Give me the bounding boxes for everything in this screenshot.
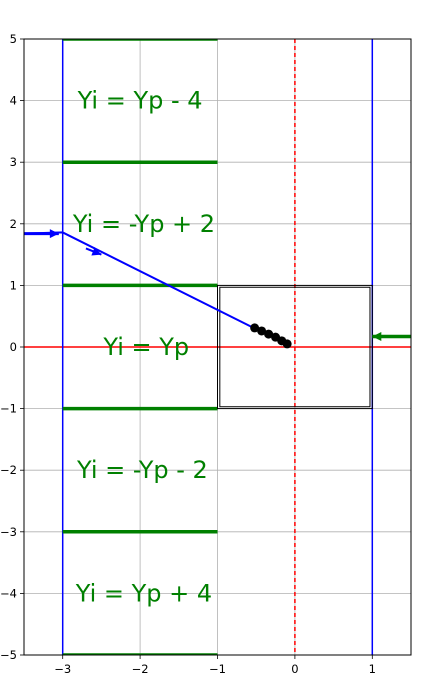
data-point [282, 339, 292, 349]
y-tick-label: 0 [10, 340, 17, 354]
x-tick-label: 1 [369, 662, 376, 676]
x-tick-label: −1 [209, 662, 226, 676]
inner-box [219, 286, 371, 408]
y-tick-label: −3 [0, 525, 17, 539]
ray-direction-arrow-head [91, 247, 102, 256]
y-tick-label: 5 [10, 32, 17, 46]
ray-line [24, 231, 253, 329]
outer-box [217, 284, 373, 410]
green-arrow-head [372, 332, 382, 342]
y-tick-label: −5 [0, 648, 17, 662]
y-tick-label: −1 [0, 402, 17, 416]
data-point [264, 329, 274, 339]
x-tick-label: 0 [291, 662, 298, 676]
y-tick-label: −4 [0, 586, 17, 600]
plot-frame [23, 38, 412, 656]
x-tick-label: −2 [132, 662, 149, 676]
region-label: Yi = Yp - 4 [77, 87, 203, 115]
y-tick-label: −2 [0, 463, 17, 477]
y-tick-label: 2 [10, 217, 17, 231]
data-point [250, 323, 260, 333]
data-point [257, 326, 267, 336]
region-label: Yi = Yp + 4 [75, 579, 212, 607]
region-label: Yi = -Yp - 2 [76, 456, 208, 484]
y-tick-label: 4 [10, 94, 17, 108]
region-label: Yi = Yp [102, 333, 189, 361]
y-tick-label: 1 [10, 278, 17, 292]
y-tick-label: 3 [10, 155, 17, 169]
ray-entry-arrow-head [49, 229, 59, 239]
marks-layer [24, 229, 411, 349]
ticks-layer: −3 −2 −1 0 1 −5 −4 −3 −2 −1 0 1 2 3 4 5 [0, 32, 376, 676]
labels-layer: Yi = Yp - 4 Yi = -Yp + 2 Yi = Yp Yi = -Yp -… [72, 87, 215, 608]
x-tick-label: −3 [54, 662, 71, 676]
region-label: Yi = -Yp + 2 [72, 210, 215, 238]
